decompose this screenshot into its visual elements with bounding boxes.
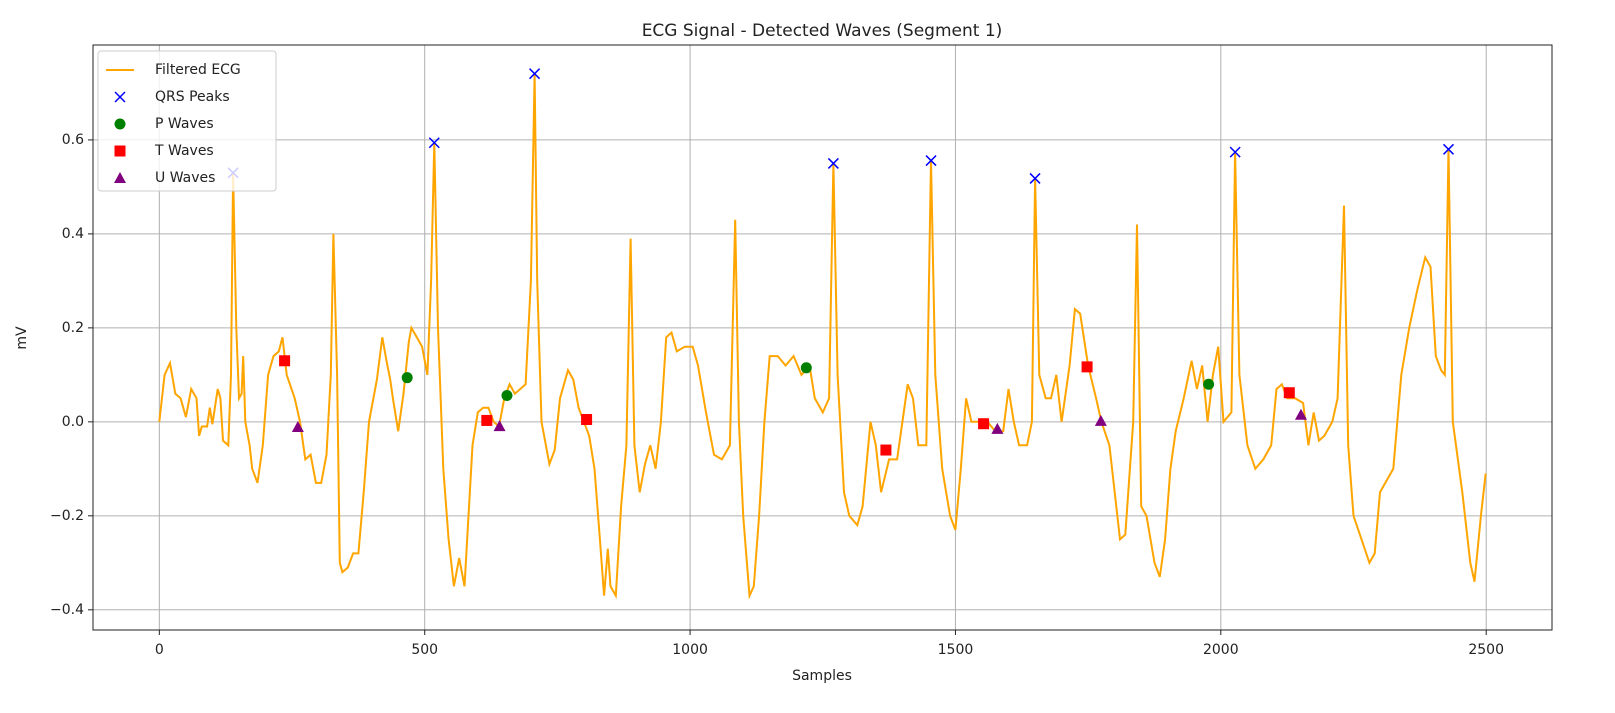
- x-tick-label: 500: [411, 642, 438, 658]
- marker-square: [880, 444, 892, 456]
- marker-triangle: [291, 421, 304, 433]
- legend-label: P Waves: [155, 116, 214, 132]
- marker-circle: [800, 362, 812, 374]
- y-tick-label: 0.4: [62, 226, 84, 242]
- x-axis-label: Samples: [792, 668, 852, 684]
- marker-square: [978, 418, 990, 430]
- marker-x: [529, 68, 541, 80]
- legend-label: QRS Peaks: [155, 89, 230, 105]
- chart-title: ECG Signal - Detected Waves (Segment 1): [642, 21, 1003, 41]
- legend-swatch: [114, 145, 126, 157]
- ecg-line: [158, 73, 1487, 600]
- x-tick-label: 2500: [1468, 642, 1504, 658]
- y-tick-label: −0.2: [50, 508, 84, 524]
- marker-triangle: [493, 420, 506, 432]
- marker-triangle: [991, 422, 1004, 434]
- legend-label: T Waves: [154, 143, 214, 159]
- marker-circle: [401, 372, 413, 384]
- marker-x: [827, 157, 839, 169]
- marker-x: [1029, 172, 1041, 184]
- legend-swatch: [114, 172, 126, 183]
- marker-circle: [1203, 378, 1215, 390]
- marker-square: [581, 413, 593, 425]
- x-tick-label: 1000: [672, 642, 708, 658]
- y-tick-label: −0.4: [50, 602, 84, 618]
- legend-swatch: [114, 91, 126, 103]
- marker-square: [481, 414, 493, 426]
- marker-x: [1442, 143, 1455, 155]
- marker-triangle: [1094, 414, 1107, 426]
- legend: Filtered ECG QRS Peaks P Waves T Waves U Wav…: [97, 50, 277, 192]
- marker-triangle: [1294, 408, 1307, 420]
- legend-swatch: [114, 118, 126, 130]
- x-tick-label: 2000: [1203, 642, 1239, 658]
- marker-square: [1081, 361, 1093, 373]
- legend-label: U Waves: [155, 170, 215, 186]
- x-tick-label: 0: [155, 642, 164, 658]
- y-tick-label: 0.0: [62, 414, 84, 430]
- y-axis-label: mV: [14, 326, 30, 350]
- marker-x: [428, 137, 440, 149]
- legend-box: [97, 50, 277, 192]
- y-tick-label: 0.2: [62, 320, 84, 336]
- plot-frame: [92, 44, 1553, 631]
- y-tick-label: 0.6: [62, 132, 84, 148]
- marker-x: [925, 155, 937, 167]
- x-tick-label: 1500: [938, 642, 974, 658]
- marker-x: [1229, 146, 1241, 158]
- marker-square: [279, 355, 291, 367]
- legend-label: Filtered ECG: [155, 62, 241, 78]
- marker-square: [1283, 387, 1295, 399]
- marker-circle: [501, 390, 513, 402]
